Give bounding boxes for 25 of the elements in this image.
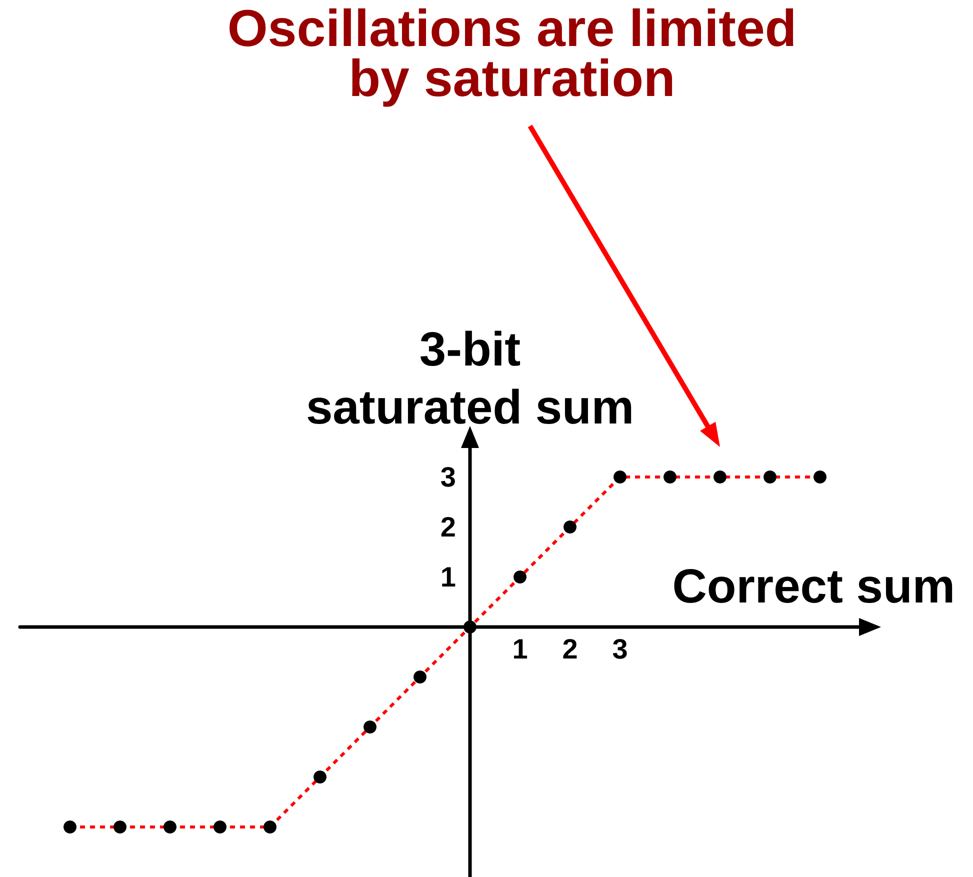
point — [464, 620, 476, 634]
x-tick-label: 3 — [612, 634, 628, 664]
point — [614, 470, 626, 484]
y-tick-label: 2 — [440, 512, 456, 542]
point — [764, 470, 776, 484]
point — [564, 520, 576, 534]
point — [164, 820, 176, 834]
point — [214, 820, 226, 834]
point — [364, 720, 376, 734]
point — [64, 820, 76, 834]
point — [814, 470, 826, 484]
x-tick-label: 2 — [562, 634, 578, 664]
y-tick-label: 1 — [440, 562, 456, 592]
text: Oscillations are limited by saturation — [226, 0, 798, 108]
x-axis-title: Correct sum — [672, 560, 955, 614]
point — [414, 670, 426, 684]
point — [514, 570, 526, 584]
point — [664, 470, 676, 484]
x-tick-label: 1 — [512, 634, 528, 664]
y-axis-title: 3-bit saturated sum — [306, 324, 634, 434]
point — [714, 470, 726, 484]
point — [264, 820, 276, 834]
y-tick-label: 3 — [440, 462, 456, 492]
point — [314, 770, 326, 784]
point — [114, 820, 126, 834]
